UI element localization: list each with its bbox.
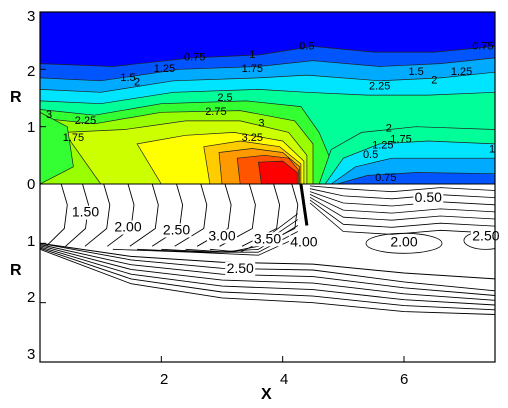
lower-contour-label: 2.50 [227, 260, 254, 276]
upper-contour-label: 2.75 [205, 106, 226, 118]
lower-contour-label: 3.00 [208, 227, 235, 243]
lower-contour-label: 0.50 [415, 189, 442, 205]
lower-contour-label: 2.00 [390, 233, 417, 249]
downstream-contour-line [309, 199, 495, 228]
label-backing [288, 235, 319, 250]
upper-contour-label: 1.75 [63, 132, 84, 144]
downstream-band-3 [337, 172, 495, 184]
y-tick-label-top-2: 2 [27, 63, 35, 80]
upper-contour-labels: 3 2.251.751.521.250.75 11.750.52.52.7533.2… [46, 40, 495, 184]
upper-contour-label: 2.5 [217, 92, 232, 104]
lower-background [40, 184, 495, 362]
upper-contour-label: 2 [431, 75, 437, 87]
upper-contour-label: 1.25 [154, 63, 175, 75]
upper-contour-label: 2 [134, 76, 140, 88]
downstream-contour-line [309, 185, 495, 193]
upper-contour-label: 2.25 [75, 115, 96, 127]
y-tick-label-top-0: 0 [27, 176, 35, 193]
lower-contour-label: 2.50 [163, 221, 190, 237]
outer-contour-line [40, 248, 495, 315]
closed-contour-line [365, 232, 443, 254]
upper-contour-label: 0.75 [184, 52, 205, 64]
label-backing [225, 262, 256, 276]
outer-contour-line [40, 247, 495, 311]
upper-contour-label: 0.5 [363, 149, 378, 161]
upper-filled-contour-panel [40, 12, 495, 184]
fan-contour-line [45, 184, 68, 247]
upper-contour-label: 3 [46, 109, 52, 121]
upper-contour-label: 1 [489, 144, 495, 156]
x-tick-label-6: 6 [400, 371, 408, 388]
label-backing [413, 190, 444, 205]
core-contour-line [209, 213, 299, 253]
lower-contour-label: 4.00 [290, 233, 317, 249]
lower-contour-labels: 1.50 2.00 2.50 3.00 3.50 4.00 2.50 0.50 2.00 2.50 [70, 189, 501, 276]
y-tick-label-bottom-2: 2 [27, 289, 35, 306]
fan-contour-line [107, 184, 135, 247]
upper-contour-label: 1 [249, 49, 255, 61]
upper-contour-label: 1.75 [390, 134, 411, 146]
label-backing [389, 235, 419, 250]
upper-contour-label: 1.5 [408, 66, 423, 78]
y-axis-title-upper: R [10, 89, 22, 106]
outer-contour-line [40, 246, 495, 306]
outer-contour-line [40, 245, 495, 301]
shock-line [299, 184, 309, 226]
fan-contour-line [84, 184, 111, 247]
downstream-contour-line [309, 188, 495, 200]
upper-contour-label: 0.5 [299, 40, 314, 52]
upper-contour-label: 0.75 [472, 40, 493, 52]
lower-contour-label: 3.50 [254, 230, 281, 246]
outer-contour-line [40, 242, 495, 292]
lower-contour-label: 1.50 [72, 204, 99, 220]
plot-frame [39, 11, 496, 363]
upper-contour-label: 1.5 [120, 72, 135, 84]
x-tick-label-2: 2 [160, 371, 168, 388]
field-band-12 [258, 160, 298, 184]
lower-line-contour-panel [40, 184, 495, 362]
label-backing [161, 223, 192, 238]
upper-contour-label: 1.25 [451, 66, 472, 78]
downstream-contour-line [309, 194, 495, 214]
inlet-band [40, 111, 74, 184]
downstream-contour-line [309, 196, 495, 221]
label-backing [252, 232, 283, 247]
y-tick-label-bottom-1: 1 [27, 233, 35, 250]
y-tick-label-bottom-3: 3 [27, 346, 35, 363]
upper-contour-label: 1.75 [242, 63, 263, 75]
axis-ticks [40, 11, 405, 363]
upper-contour-label: 1.25 [372, 140, 393, 152]
upper-contour-label: 2.25 [369, 80, 390, 92]
outer-contour-line [40, 244, 495, 296]
label-backing [70, 205, 101, 220]
upper-contour-label: 3 [258, 118, 264, 130]
shear-layer-line [40, 242, 495, 280]
upper-contour-label: 0.75 [375, 172, 396, 184]
upper-contour-label: 3.25 [242, 132, 263, 144]
label-backing [207, 229, 237, 244]
label-backing [470, 229, 501, 244]
fan-contour-line [129, 184, 159, 247]
x-tick-label-4: 4 [280, 371, 288, 388]
lower-contour-label: 2.50 [472, 227, 499, 243]
y-axis-title-lower: R [10, 262, 22, 279]
y-tick-label-top-3: 3 [27, 8, 35, 25]
y-tick-label-top-1: 1 [27, 119, 35, 136]
upper-contour-label: 2 [386, 122, 392, 134]
label-backing [113, 220, 143, 235]
downstream-contour-line [309, 202, 495, 235]
downstream-contour-line [309, 191, 495, 207]
x-axis-title: X [261, 386, 272, 403]
lower-contour-label: 2.00 [114, 219, 141, 235]
